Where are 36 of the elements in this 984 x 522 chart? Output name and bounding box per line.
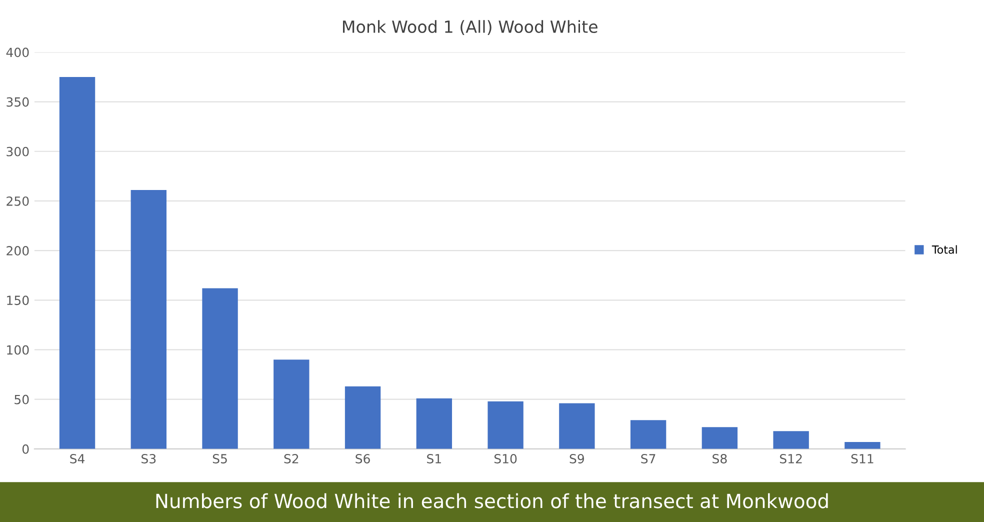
y-tick-label: 400 <box>6 48 29 58</box>
bar <box>59 76 96 449</box>
bar <box>416 398 452 449</box>
text: Numbers of Wood White in each section of the transect at Monkwood <box>156 493 828 508</box>
bar <box>773 431 809 449</box>
x-tick-label: S2 <box>284 454 298 464</box>
x-tick-label: S6 <box>356 454 370 464</box>
x-tick-label: S10 <box>494 454 517 464</box>
bar <box>202 288 238 449</box>
y-tick-label: 250 <box>6 196 29 206</box>
y-tick-label: 150 <box>7 296 29 306</box>
legend-label: Total <box>932 245 957 254</box>
y-tick-label: 350 <box>6 97 29 107</box>
y-tick-label: 100 <box>7 345 29 355</box>
x-tick-label: S11 <box>851 454 874 464</box>
x-tick-label: S8 <box>712 454 727 464</box>
bar <box>344 386 381 449</box>
chart-title: Monk Wood 1 (All) Wood White <box>343 20 598 35</box>
x-tick-label: S7 <box>641 454 656 464</box>
y-tick-label: 50 <box>14 394 29 404</box>
x-tick-label: S4 <box>70 454 85 464</box>
y-tick-label: 200 <box>6 246 29 256</box>
bar <box>702 427 738 449</box>
bar <box>488 401 524 449</box>
bar <box>274 360 310 449</box>
y-tick-label: 300 <box>6 146 29 156</box>
bar <box>559 403 595 449</box>
x-tick-label: S12 <box>780 454 802 464</box>
x-tick-label: S1 <box>427 454 441 464</box>
bar <box>630 420 666 449</box>
bar <box>844 442 880 449</box>
x-tick-label: S3 <box>142 454 156 464</box>
y-tick-label: 0 <box>22 444 29 454</box>
bar <box>130 190 166 449</box>
x-tick-label: S5 <box>212 454 227 464</box>
x-tick-label: S9 <box>570 454 584 464</box>
